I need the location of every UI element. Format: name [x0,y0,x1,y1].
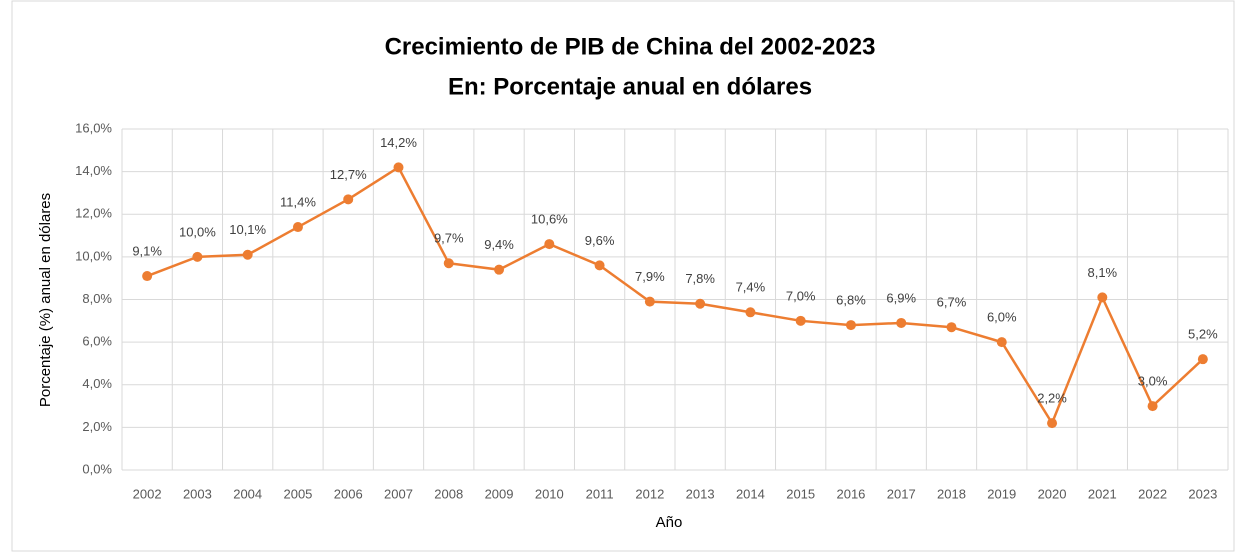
x-tick-label: 2016 [836,486,865,501]
x-tick-label: 2017 [887,486,916,501]
x-tick-label: 2003 [183,486,212,501]
x-tick-label: 2010 [535,486,564,501]
data-point [494,264,505,275]
data-label: 6,9% [886,290,916,305]
data-label: 7,4% [736,280,766,295]
x-tick-label: 2006 [334,486,363,501]
data-point [343,194,354,205]
x-tick-label: 2012 [635,486,664,501]
data-label: 7,9% [635,269,665,284]
y-tick-label: 2,0% [82,419,112,434]
data-point [292,222,303,233]
data-label: 10,1% [229,222,266,237]
data-label: 10,6% [531,212,568,227]
x-tick-label: 2022 [1138,486,1167,501]
data-point [393,162,404,173]
y-tick-label: 16,0% [75,120,112,135]
data-point [845,320,856,331]
x-tick-label: 2002 [133,486,162,501]
data-point [644,296,655,307]
x-tick-label: 2019 [987,486,1016,501]
data-point [1197,354,1208,365]
data-label: 9,4% [484,237,514,252]
y-tick-label: 0,0% [82,461,112,476]
data-label: 5,2% [1188,327,1218,342]
x-axis-label: Año [656,514,683,531]
data-label: 7,0% [786,288,816,303]
x-tick-label: 2023 [1188,486,1217,501]
x-tick-label: 2009 [485,486,514,501]
data-point [192,251,203,262]
y-tick-label: 10,0% [75,248,112,263]
data-label: 3,0% [1138,374,1168,389]
x-tick-label: 2013 [686,486,715,501]
data-point [242,249,253,260]
data-point [443,258,454,269]
data-label: 9,7% [434,231,464,246]
data-label: 9,6% [585,233,615,248]
y-tick-label: 4,0% [82,376,112,391]
data-label: 14,2% [380,135,417,150]
data-label: 8,1% [1087,265,1117,280]
y-axis-label: Porcentaje (%) anual en dólares [37,193,54,407]
data-point [594,260,605,271]
data-label: 11,4% [280,194,316,209]
x-tick-label: 2005 [283,486,312,501]
data-point [1147,401,1158,412]
y-tick-label: 8,0% [82,291,112,306]
data-label: 2,2% [1037,391,1067,406]
x-tick-label: 2018 [937,486,966,501]
data-point [996,337,1007,348]
data-label: 10,0% [179,224,216,239]
data-point [695,298,706,309]
data-point [745,307,756,318]
x-tick-label: 2021 [1088,486,1117,501]
data-label: 6,7% [937,295,967,310]
data-point [142,271,153,282]
y-tick-label: 12,0% [75,206,112,221]
x-tick-label: 2011 [586,486,614,501]
y-tick-label: 6,0% [82,334,112,349]
data-point [946,322,957,333]
x-tick-label: 2004 [233,486,262,501]
data-label: 6,8% [836,293,866,308]
data-label: 12,7% [330,167,367,182]
series-line [146,165,1204,426]
data-label: 7,8% [685,271,715,286]
data-point [1097,292,1108,303]
chart-frame [11,0,1235,552]
chart-subtitle: En: Porcentaje anual en dólares [448,73,812,100]
x-tick-label: 2014 [736,486,765,501]
y-tick-label: 14,0% [75,163,112,178]
data-point [795,315,806,326]
data-point [544,239,555,250]
x-tick-label: 2008 [434,486,463,501]
data-label: 9,1% [132,243,162,258]
x-tick-label: 2015 [786,486,815,501]
x-tick-label: 2020 [1038,486,1067,501]
data-point [1047,418,1058,429]
x-tick-label: 2007 [384,486,413,501]
chart-title: Crecimiento de PIB de China del 2002-202… [385,33,876,60]
data-label: 6,0% [987,310,1017,325]
data-point [896,317,907,328]
